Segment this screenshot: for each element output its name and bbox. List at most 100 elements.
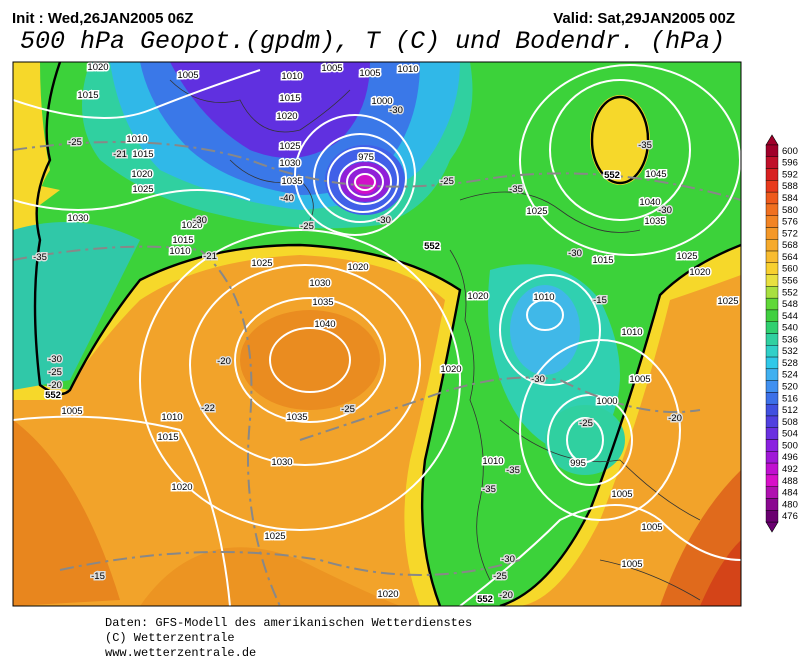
- isobar-label: 1015: [77, 90, 98, 101]
- colorbar-band: [765, 356, 779, 370]
- temperature-label: -20: [499, 590, 513, 601]
- temperature-label: -22: [201, 403, 215, 414]
- colorbar-band: [765, 462, 779, 476]
- init-time: Init : Wed,26JAN2005 06Z: [12, 10, 193, 27]
- isobar-label: 1020: [377, 589, 398, 600]
- colorbar-label: 596: [782, 158, 798, 169]
- colorbar-label: 516: [782, 393, 798, 404]
- temperature-label: -35: [482, 484, 496, 495]
- isobar-label: 1030: [279, 158, 300, 169]
- colorbar-band: [765, 439, 779, 452]
- isobar-label: 1020: [276, 111, 297, 122]
- colorbar-label: 568: [782, 240, 798, 251]
- colorbar-band: [765, 333, 779, 346]
- isobar-label: 1020: [689, 267, 710, 278]
- isobar-label: 1025: [251, 258, 272, 269]
- colorbar-label: 572: [782, 228, 798, 239]
- contour-label: 552: [477, 594, 493, 605]
- colorbar-band: [765, 286, 779, 299]
- colorbar-band: [765, 415, 779, 428]
- temperature-label: -30: [193, 215, 207, 226]
- temperature-label: -20: [48, 380, 62, 391]
- colorbar-label: 548: [782, 299, 798, 310]
- colorbar-label: 600: [782, 146, 798, 157]
- isobar-label: 1025: [132, 184, 153, 195]
- colorbar-label: 508: [782, 417, 798, 428]
- temperature-label: -35: [506, 465, 520, 476]
- isobar-label: 1025: [264, 531, 285, 542]
- isobar-label: 1030: [67, 213, 88, 224]
- colorbar-label: 564: [782, 252, 798, 263]
- isobar-label: 995: [570, 458, 586, 469]
- colorbar-band: [765, 474, 779, 487]
- colorbar-band: [765, 191, 779, 205]
- colorbar-band: [765, 144, 779, 157]
- colorbar-label: 584: [782, 193, 798, 204]
- colorbar-band: [765, 392, 779, 405]
- contour-label: 552: [45, 390, 61, 401]
- isobar-label: 1035: [644, 216, 665, 227]
- temperature-label: -25: [493, 571, 507, 582]
- footer-copyright: (C) Wetterzentrale: [105, 631, 235, 645]
- colorbar-band: [765, 309, 779, 322]
- colorbar-label: 500: [782, 440, 798, 451]
- isobar-label: 1020: [440, 364, 461, 375]
- isobar-label: 1035: [281, 176, 302, 187]
- colorbar-band: [765, 215, 779, 228]
- contour-label: 552: [604, 170, 620, 181]
- valid-time: Valid: Sat,29JAN2005 00Z: [553, 10, 735, 27]
- colorbar-band: [765, 239, 779, 252]
- isobar-label: 1020: [131, 169, 152, 180]
- colorbar-label: 488: [782, 476, 798, 487]
- colorbar-label: 540: [782, 323, 798, 334]
- isobar-label: 1020: [87, 62, 108, 73]
- contour-label: 552: [424, 241, 440, 252]
- colorbar-label: 576: [782, 217, 798, 228]
- temperature-label: -30: [377, 215, 391, 226]
- isobar-label: 1005: [621, 559, 642, 570]
- isobar-label: 1020: [347, 262, 368, 273]
- isobar-label: 1020: [467, 291, 488, 302]
- isobar-label: 1015: [279, 93, 300, 104]
- temperature-label: -25: [440, 176, 454, 187]
- temperature-label: -21: [113, 149, 127, 160]
- colorbar-band: [765, 227, 779, 240]
- isobar-label: 1010: [397, 64, 418, 75]
- isobar-label: 1030: [309, 278, 330, 289]
- isobar-label: 1020: [171, 482, 192, 493]
- temperature-label: -30: [501, 554, 515, 565]
- colorbar-label: 504: [782, 429, 798, 440]
- colorbar-label: 592: [782, 169, 798, 180]
- colorbar-label: 544: [782, 311, 798, 322]
- isobar-label: 1015: [592, 255, 613, 266]
- isobar-label: 1010: [482, 456, 503, 467]
- colorbar-label: 476: [782, 511, 798, 522]
- colorbar-band: [765, 380, 779, 393]
- colorbar-label: 484: [782, 488, 798, 499]
- colorbar-label: 492: [782, 464, 798, 475]
- isobar-label: 1010: [161, 412, 182, 423]
- temperature-label: -40: [280, 193, 294, 204]
- isobar-label: 1025: [279, 141, 300, 152]
- temperature-label: -35: [33, 252, 47, 263]
- colorbar-band: [765, 274, 779, 287]
- isobar-label: 1005: [629, 374, 650, 385]
- colorbar-label: 496: [782, 452, 798, 463]
- colorbar-band: [765, 368, 779, 381]
- isobar-label: 1030: [271, 457, 292, 468]
- isobar-label: 1040: [639, 197, 660, 208]
- isobar-label: 1000: [371, 96, 392, 107]
- colorbar-label: 580: [782, 205, 798, 216]
- isobar-label: 1010: [126, 134, 147, 145]
- temperature-label: -35: [509, 184, 523, 195]
- coastlines: [169, 79, 701, 601]
- isobar-label: 1020: [181, 220, 202, 231]
- isobar-label: 1010: [533, 292, 554, 303]
- colorbar-band: [765, 510, 779, 523]
- temperature-label: -30: [568, 248, 582, 259]
- colorbar: 6005965925885845805765725685645605565525…: [765, 134, 798, 533]
- colorbar-band: [765, 345, 779, 358]
- temperature-label: -30: [48, 354, 62, 365]
